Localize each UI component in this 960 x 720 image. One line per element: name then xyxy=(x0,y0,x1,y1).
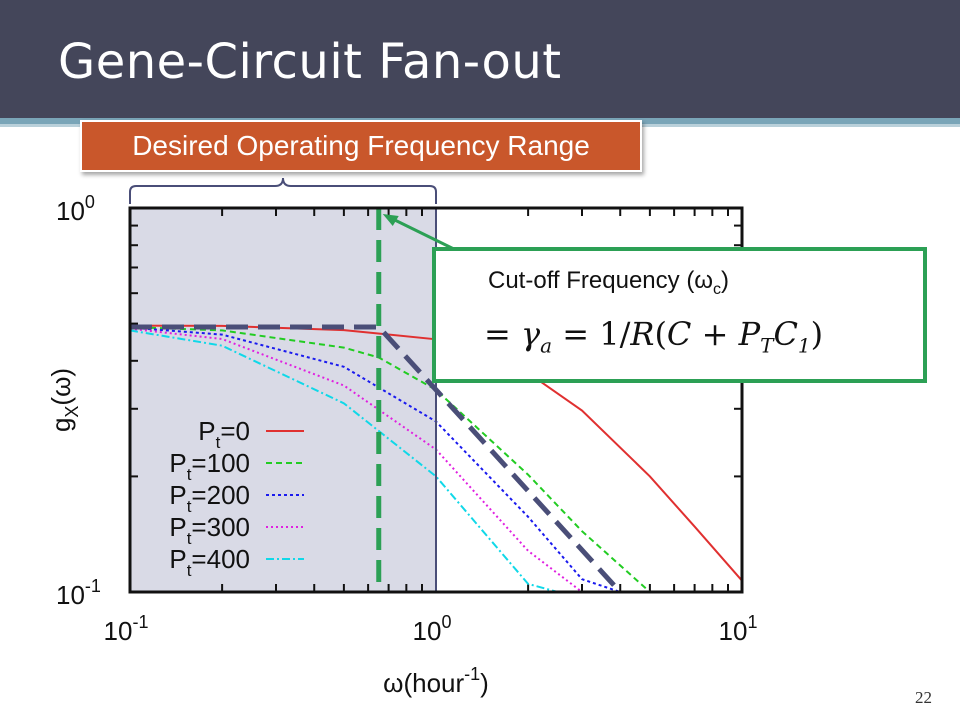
formula-part: = xyxy=(484,315,521,353)
callout-arrow xyxy=(392,217,461,254)
range-bracket xyxy=(129,177,437,204)
header-bar xyxy=(0,0,960,118)
legend-label-1: Pt=100 xyxy=(169,448,250,484)
formula-part: 1 xyxy=(797,333,811,358)
formula-part: a xyxy=(540,333,553,358)
series-line-4 xyxy=(129,329,559,593)
y-tick-label: 100 xyxy=(56,192,95,226)
x-tick-label: 101 xyxy=(719,612,758,646)
formula-part: γ xyxy=(520,315,541,353)
plot-frame xyxy=(128,206,744,594)
cutoff-frequency-callout: Cut-off Frequency (ωc) = γa = 1/R(C + PT… xyxy=(432,247,927,383)
formula-part: R xyxy=(630,315,655,353)
callout-title-end: ) xyxy=(721,267,730,294)
y-tick-label: 10-1 xyxy=(56,576,101,610)
y-tick-labels: 100 10-1 xyxy=(56,192,101,610)
x-tick-label: 100 xyxy=(413,612,452,646)
operating-range-label: Desired Operating Frequency Range xyxy=(80,120,642,172)
series-line-1 xyxy=(129,326,675,593)
legend-label-0: Pt=0 xyxy=(198,416,250,452)
formula-part: ) xyxy=(810,315,824,353)
asymptote-line xyxy=(130,324,623,594)
page-number: 22 xyxy=(915,688,932,707)
y-axis-label: gX(ω) xyxy=(46,368,82,432)
formula-part: P xyxy=(738,315,761,353)
legend-label-2: Pt=200 xyxy=(169,480,250,516)
callout-title-sub: c xyxy=(713,280,722,298)
cutoff-formula: = γa = 1/R(C + PTC1) xyxy=(484,315,823,357)
x-tick-labels: 10-1 100 101 xyxy=(104,612,758,646)
legend-label-3: Pt=300 xyxy=(169,512,250,548)
slide-title: Gene-Circuit Fan-out xyxy=(58,34,562,90)
formula-part: + xyxy=(691,315,739,353)
callout-arrowhead xyxy=(382,214,399,226)
formula-part: ( xyxy=(654,315,667,353)
x-axis-label: ω(hour-1) xyxy=(383,664,489,698)
x-tick-label: 10-1 xyxy=(104,612,149,646)
callout-title-text: Cut-off Frequency (ω xyxy=(488,267,714,294)
formula-part: C xyxy=(666,315,692,353)
legend-label-4: Pt=400 xyxy=(169,544,250,580)
callout-title: Cut-off Frequency (ωc) xyxy=(488,267,729,299)
formula-part: = 1/ xyxy=(552,315,631,353)
formula-part: C xyxy=(773,315,798,353)
formula-part: T xyxy=(760,333,774,358)
